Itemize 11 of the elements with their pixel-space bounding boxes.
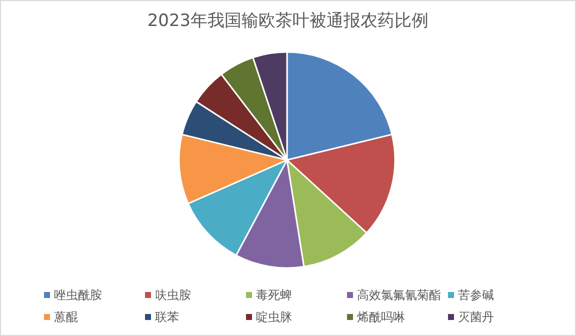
legend-label: 蒽醌 bbox=[54, 310, 78, 324]
legend-label: 联苯 bbox=[155, 310, 179, 324]
legend-label: 唑虫酰胺 bbox=[54, 288, 102, 302]
legend-label: 啶虫脒 bbox=[256, 310, 292, 324]
legend-label: 毒死蜱 bbox=[256, 288, 292, 302]
chart-title: 2023年我国输欧茶叶被通报农药比例 bbox=[147, 11, 429, 31]
legend-label: 烯酰吗啉 bbox=[357, 310, 405, 324]
legend-label: 呋虫胺 bbox=[155, 288, 191, 302]
legend-label: 苦参碱 bbox=[458, 288, 494, 302]
legend-label: 灭菌丹 bbox=[458, 310, 494, 324]
legend-label: 高效氯氟氰菊酯 bbox=[357, 288, 441, 302]
